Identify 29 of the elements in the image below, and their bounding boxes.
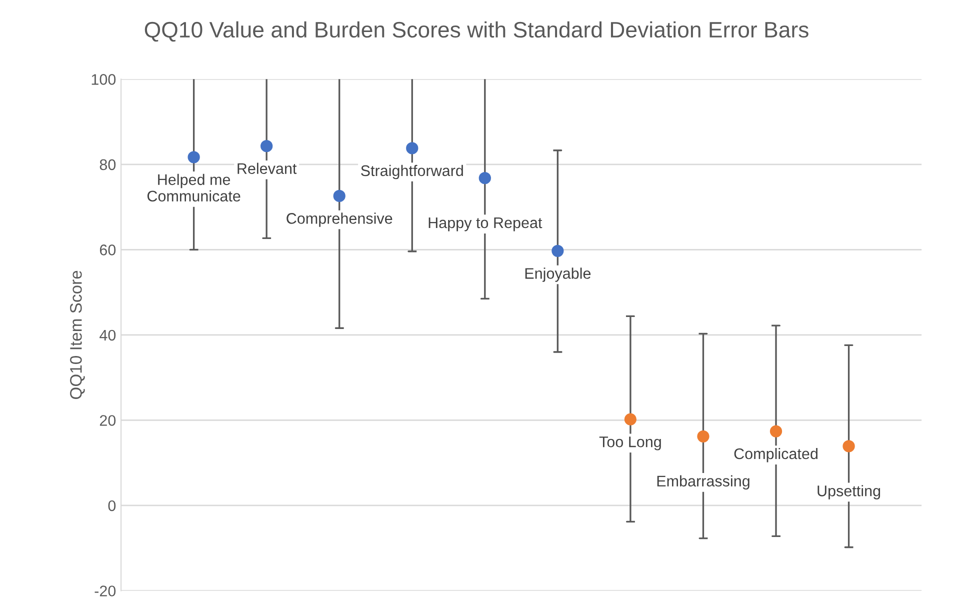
y-tick-label: 80 [100,159,116,170]
point [552,244,564,258]
point [842,440,855,452]
point [260,140,273,152]
x-tick-label: Upsetting [818,485,880,500]
x-tick-label: Helped me Communicate [147,174,240,202]
x-tick-label: Straightforward [361,164,463,180]
x-tick-label: Relevant [238,162,297,174]
point [624,413,637,426]
y-tick-label: 20 [100,415,116,426]
x-tick-label: Happy to Repeat [428,218,542,232]
y-tick-label: 100 [92,74,116,85]
y-tick-label: 0 [108,500,116,512]
y-axis-title: QQ10 Item Score [70,270,85,399]
point [697,430,710,442]
y-tick-label: 40 [100,330,116,341]
chart-title: QQ10 Value and Burden Scores with Standard Deviation Error Bars [144,21,808,42]
y-tick-label: 60 [100,244,116,256]
point [188,151,200,164]
point [478,172,491,184]
point [333,190,346,202]
point [406,142,418,154]
y-tick-label: -20 [94,586,116,596]
x-tick-label: Enjoyable [525,268,591,282]
point [770,425,782,438]
x-tick-label: Embarrassing [657,475,750,490]
x-tick-label: Comprehensive [286,212,392,227]
x-tick-label: Complicated [734,448,818,462]
x-tick-label: Too Long [599,436,661,450]
